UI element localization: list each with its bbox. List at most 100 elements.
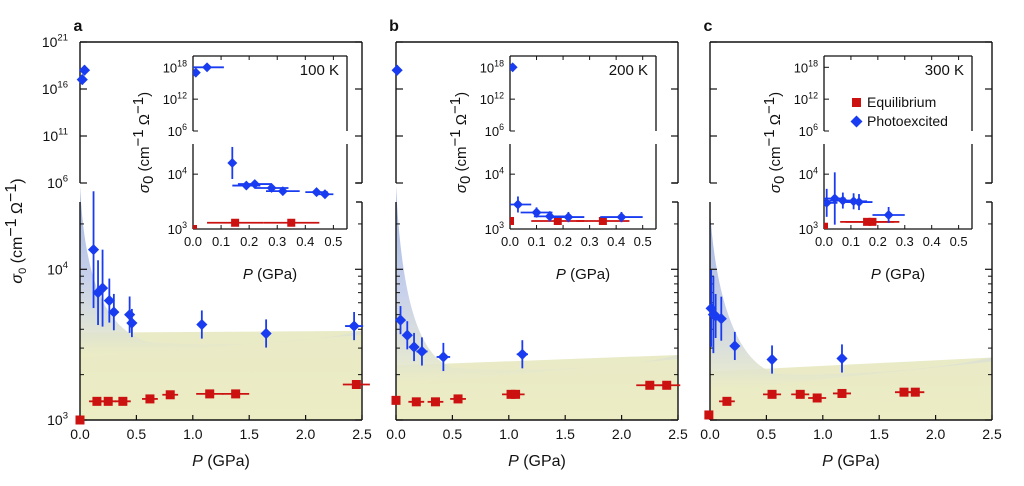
inset-eq-point: [531, 216, 585, 225]
inset-ph-point: [237, 179, 272, 190]
diamond-marker: [563, 212, 574, 223]
square-marker: [645, 380, 655, 390]
diamond-marker: [729, 340, 741, 352]
panel-letter: c: [704, 18, 713, 35]
main-ph-point: [436, 342, 451, 372]
main-eq-point: [408, 397, 425, 407]
x-axis-label: P (GPa): [508, 453, 566, 470]
inset-x-tick-label: 0.2: [554, 234, 572, 249]
inset-x-axis-label: P (GPa): [871, 266, 925, 283]
main-eq-point: [653, 380, 681, 390]
main-ph-point: [108, 293, 120, 331]
diamond-marker: [416, 345, 428, 358]
square-marker: [193, 225, 197, 229]
inset-x-tick-label: 0.5: [950, 234, 968, 249]
inset-b: 0.0 0.1 0.2 0.3 0.4 0.5 P (GPa) 103 104 106 1012 10…: [447, 55, 657, 283]
legend-eq-marker: [852, 98, 861, 107]
main-ph-point: [401, 321, 413, 350]
x-tick-label: 2.0: [296, 426, 316, 442]
inset-x-axis-label: P (GPa): [243, 266, 297, 283]
main-ph-point: [96, 249, 109, 327]
diamond-marker: [202, 62, 212, 73]
y-tick-label: 1011: [43, 127, 68, 144]
diamond-marker: [124, 309, 136, 321]
x-tick-label: 1.0: [499, 426, 519, 442]
panel-a: 0.0 0.5 1.0 1.5 2.0 2.5 P (GPa) 103 104 106 1011 10…: [3, 18, 372, 470]
main-ph-point: [729, 331, 741, 361]
photoexcited-band: [396, 186, 678, 386]
legend: Equilibrium Photoexcited: [850, 94, 948, 129]
main-eq-point: [391, 395, 401, 405]
inset-background: [824, 56, 972, 229]
main-ph-point: [78, 64, 91, 76]
main-ph-point: [516, 340, 528, 369]
inset-x-tick-label: 0.4: [923, 234, 941, 249]
inset-a: 0.0 0.1 0.2 0.3 0.4 0.5 P (GPa) 103 104 106 1012 10…: [130, 55, 348, 283]
main-eq-point: [142, 394, 158, 404]
inset-ph-point: [227, 146, 238, 179]
inset-eq-point: [824, 222, 828, 229]
inset-y-axis-label: σ0 (cm−1 Ω−1): [447, 92, 474, 193]
diamond-marker: [510, 62, 518, 73]
inset-points: [510, 62, 643, 225]
inset-eq-point: [207, 218, 264, 227]
main-ph-point: [766, 345, 778, 374]
y-tick-label: 106: [47, 174, 68, 191]
x-axis-label: P (GPa): [192, 453, 250, 470]
inset-x-tick-label: 0.4: [296, 234, 314, 249]
x-tick-label: 0.5: [757, 426, 777, 442]
x-tick-label: 2.0: [926, 426, 946, 442]
main-ph-point: [124, 296, 136, 333]
x-tick-label: 0.5: [127, 426, 147, 442]
inset-y-tick-label: 106: [168, 122, 187, 139]
diamond-marker: [883, 210, 894, 220]
square-marker: [92, 396, 102, 406]
inset-x-tick-label: 0.3: [896, 234, 914, 249]
inset-c: 0.0 0.1 0.2 0.3 0.4 0.5 P (GPa) 103 104 106 1012 10…: [761, 55, 973, 283]
x-tick-label: 1.5: [555, 426, 575, 442]
main-eq-point: [450, 394, 466, 404]
inset-x-tick-label: 0.3: [268, 234, 286, 249]
axes: 0.0 0.5 1.0 1.5 2.0 2.5 P (GPa): [386, 41, 688, 470]
x-tick-label: 1.0: [183, 426, 203, 442]
panel-letter: a: [74, 18, 83, 35]
main-ph-point: [715, 296, 727, 341]
main-ph-point: [260, 319, 272, 348]
inset-x-tick-label: 0.5: [634, 234, 652, 249]
x-axis-label: P (GPa): [822, 453, 880, 470]
main-eq-point: [342, 380, 370, 390]
inset-y-tick-label: 104: [168, 165, 187, 182]
diamond-marker: [241, 180, 252, 191]
diamond-marker: [320, 189, 330, 200]
main-eq-point: [114, 396, 131, 406]
inset-eq-point: [193, 225, 197, 229]
inset-y-tick-label: 1018: [480, 58, 504, 75]
inset-y-tick-label: 103: [799, 220, 818, 237]
inset-ph-point: [552, 211, 585, 223]
main-ph-point: [76, 74, 88, 86]
x-tick-label: 2.5: [668, 426, 688, 442]
main-ph-point: [126, 308, 138, 338]
diamond-marker: [516, 348, 528, 360]
square-marker: [510, 216, 514, 225]
square-marker: [598, 216, 607, 225]
main-eq-point: [808, 393, 827, 403]
inset-background: [510, 56, 656, 229]
shaded-region: [710, 210, 992, 420]
inset-y-axis-label: σ0 (cm−1 Ω−1): [130, 92, 157, 193]
inset-x-tick-label: 0.0: [184, 234, 202, 249]
diamond-marker: [394, 314, 407, 326]
diamond-marker: [854, 197, 864, 208]
axes: 0.0 0.5 1.0 1.5 2.0 2.5 P (GPa) 103 104 106 1011 10…: [3, 33, 372, 470]
diamond-marker: [87, 244, 100, 256]
x-tick-label: 0.0: [386, 426, 406, 442]
diamond-marker: [193, 67, 201, 78]
inset-y-tick-label: 104: [799, 165, 818, 182]
inset-y-tick-label: 1018: [163, 58, 187, 75]
main-eq-point: [704, 410, 714, 420]
diamond-marker: [401, 329, 413, 341]
diamond-marker: [96, 282, 109, 294]
inset-temperature-label: 100 K: [300, 62, 339, 79]
main-eq-point: [162, 390, 179, 400]
panel-c: 0.0 0.5 1.0 1.5 2.0 2.5P (GPa)c0.0 0.1 0.2 0.3 0.…: [700, 18, 1002, 470]
